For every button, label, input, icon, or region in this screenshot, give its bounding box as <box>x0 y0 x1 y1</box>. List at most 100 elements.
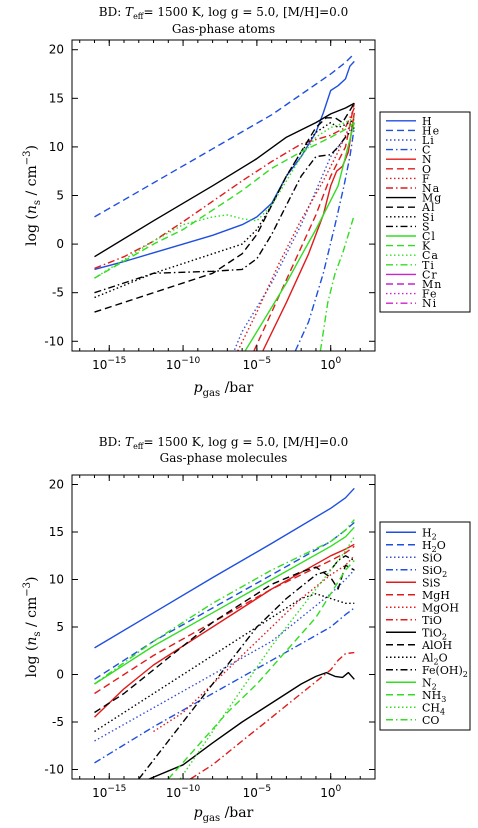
y-tick-label: -10 <box>44 334 64 348</box>
series-line-al2o <box>94 593 355 733</box>
legend-label: Si <box>422 211 435 224</box>
series-line-cl <box>244 122 355 351</box>
legend-label: S <box>422 220 431 233</box>
y-tick-label: -5 <box>52 715 64 729</box>
series-line-sis <box>94 543 355 718</box>
series-line-s <box>94 127 355 294</box>
y-tick-label: 5 <box>56 189 64 203</box>
legend-label: Cr <box>422 268 438 281</box>
legend-label: Fe(OH)2 <box>422 664 468 679</box>
y-tick-label: 5 <box>56 620 64 634</box>
y-tick-label: 10 <box>49 140 64 154</box>
y-tick-label: 20 <box>49 43 64 57</box>
y-tick-label: 0 <box>56 668 64 682</box>
legend-label: TiO <box>422 614 442 627</box>
x-tick-label: 100 <box>320 784 341 800</box>
y-axis-label: log (ns / cm−3) <box>22 145 43 246</box>
legend: H2H2OSiOSiO2SiSMgHMgOHTiOTiO2AlOHAl2OFe(… <box>379 521 471 731</box>
chart-subtitle: Gas-phase molecules <box>160 451 288 465</box>
series-line-ca <box>94 117 355 279</box>
series-line-sio <box>94 569 355 742</box>
legend-label: Li <box>422 134 435 147</box>
series-group <box>94 487 355 779</box>
legend-label: NH3 <box>422 689 446 704</box>
legend-label: N <box>422 153 433 166</box>
series-line-al <box>94 102 355 313</box>
series-line-o <box>253 103 355 351</box>
legend-label: MgH <box>422 589 450 602</box>
y-tick-label: 0 <box>56 237 64 251</box>
x-tick-label: 10−10 <box>166 784 201 800</box>
legend-label: He <box>422 124 440 137</box>
series-line-fe-oh-2 <box>138 555 355 779</box>
x-tick-label: 10−10 <box>166 356 201 372</box>
legend-label: H <box>422 115 433 128</box>
chart-title: BD: Teff= 1500 K, log g = 5.0, [M/H]=0.0 <box>99 435 348 451</box>
y-tick-label: 15 <box>49 91 64 105</box>
series-line-na <box>94 107 355 270</box>
legend-label: Ti <box>422 259 435 272</box>
series-group <box>94 53 355 351</box>
legend-label: SiO <box>422 551 442 564</box>
legend-label: Ni <box>422 297 437 310</box>
y-tick-label: -10 <box>44 763 64 777</box>
legend-label: SiO2 <box>422 564 447 579</box>
x-tick-label: 100 <box>320 356 341 372</box>
legend-label: N2 <box>422 676 437 691</box>
legend-label: Na <box>422 182 440 195</box>
legend-label: AlOH <box>421 639 452 652</box>
legend-label: SiS <box>422 576 441 589</box>
y-tick-label: 10 <box>49 573 64 587</box>
legend-box <box>379 111 471 313</box>
legend-label: Cl <box>422 230 436 243</box>
legend-label: CH4 <box>422 701 445 716</box>
series-line-f <box>237 115 355 351</box>
series-line-nh3 <box>167 560 355 779</box>
legend-label: Mn <box>422 278 442 291</box>
y-tick-label: 15 <box>49 525 64 539</box>
legend-label: Al2O <box>421 651 448 666</box>
legend-label: H2 <box>422 526 437 541</box>
series-line-tio2 <box>148 671 355 779</box>
legend-label: C <box>422 144 431 157</box>
legend-label: CO <box>422 714 439 727</box>
legend-label: MgOH <box>422 601 459 614</box>
legend-label: Fe <box>422 288 438 301</box>
series-line-h <box>94 60 355 271</box>
x-tick-label: 10−5 <box>243 356 272 372</box>
series-line-h2 <box>94 487 355 649</box>
series-line-mgh <box>94 545 355 695</box>
legend-label: Al <box>421 201 435 214</box>
x-tick-label: 10−15 <box>92 784 126 800</box>
series-line-he <box>94 53 355 218</box>
chart-title: BD: Teff= 1500 K, log g = 5.0, [M/H]=0.0 <box>99 5 348 21</box>
legend-label: F <box>422 172 431 185</box>
y-axis-label: log (ns / cm−3) <box>22 577 43 678</box>
series-line-mgoh <box>153 555 355 733</box>
x-axis-label: pgas /bar <box>194 380 254 399</box>
legend-label: Mg <box>422 192 442 205</box>
series-line-n2 <box>94 526 355 685</box>
chart-panel-2: BD: Teff= 1500 K, log g = 5.0, [M/H]=0.0… <box>22 435 471 824</box>
legend-label: K <box>422 240 431 253</box>
series-line-aloh <box>94 564 355 714</box>
legend-label: TiO2 <box>422 626 447 641</box>
x-tick-label: 10−15 <box>92 356 126 372</box>
chart-panel-1: BD: Teff= 1500 K, log g = 5.0, [M/H]=0.0… <box>22 5 471 399</box>
y-tick-label: -5 <box>52 286 64 300</box>
y-tick-label: 20 <box>49 478 64 492</box>
series-line-ti <box>319 214 355 351</box>
series-line-co <box>94 519 355 685</box>
series-line-mg <box>94 102 355 258</box>
legend-label: Ca <box>422 249 439 262</box>
series-line-c <box>294 127 355 351</box>
series-line-sio2 <box>94 607 355 764</box>
x-axis-label: pgas /bar <box>194 805 254 824</box>
x-tick-label: 10−5 <box>243 784 272 800</box>
legend-label: O <box>422 163 432 176</box>
series-line-k <box>94 122 355 279</box>
series-line-tio <box>190 651 355 779</box>
chart-subtitle: Gas-phase atoms <box>172 22 275 36</box>
